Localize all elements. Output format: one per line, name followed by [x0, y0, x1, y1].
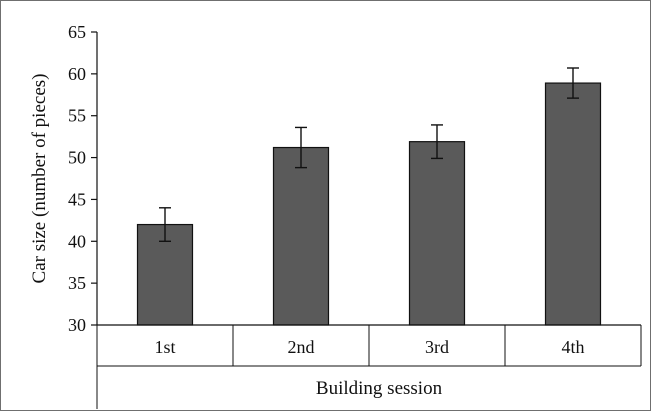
- y-tick-label: 60: [68, 64, 86, 84]
- x-category-label: 4th: [561, 337, 584, 357]
- y-tick-label: 35: [68, 273, 86, 293]
- x-category-label: 1st: [154, 337, 175, 357]
- y-tick-label: 40: [68, 231, 86, 251]
- bar: [544, 82, 602, 326]
- y-tick-label: 50: [68, 148, 86, 168]
- x-category-label: 3rd: [425, 337, 449, 357]
- y-axis: 30 35 40 45 50 55 60 65: [68, 22, 98, 335]
- y-tick-label: 30: [68, 315, 86, 335]
- bars: [136, 67, 602, 326]
- y-tick-label: 45: [68, 189, 86, 209]
- y-tick-label: 65: [68, 22, 86, 42]
- x-axis: 1st 2nd 3rd 4th: [96, 324, 642, 409]
- y-axis-title: Car size (number of pieces): [29, 74, 50, 284]
- x-category-label: 2nd: [288, 337, 315, 357]
- x-axis-title: Building session: [316, 378, 443, 399]
- bar: [408, 141, 466, 326]
- y-tick-label: 55: [68, 106, 86, 126]
- bar: [272, 146, 330, 326]
